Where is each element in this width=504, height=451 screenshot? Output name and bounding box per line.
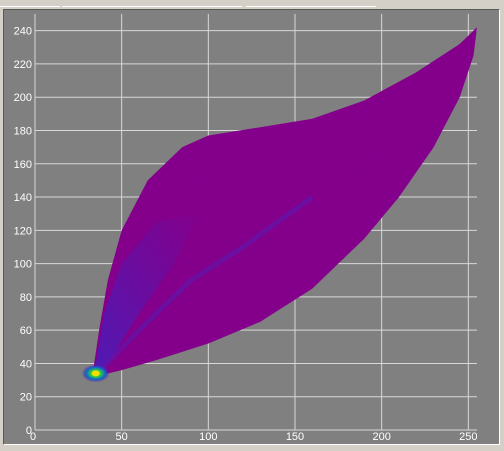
y-tick-label: 40 bbox=[20, 358, 32, 370]
top-strip-segment bbox=[62, 0, 242, 7]
y-tick-label: 140 bbox=[14, 192, 32, 204]
density-plot: 0 50 100 150 200 250 0 20 40 60 80 100 120 140 160 180 2… bbox=[14, 14, 478, 443]
y-tick-label: 0 bbox=[26, 425, 32, 437]
y-tick-label: 20 bbox=[20, 392, 32, 404]
y-tick-label: 60 bbox=[20, 325, 32, 337]
y-tick-label: 180 bbox=[14, 125, 32, 137]
density-band bbox=[93, 213, 200, 376]
x-tick-label: 200 bbox=[372, 431, 390, 443]
y-tick-label: 240 bbox=[14, 26, 32, 38]
top-strip-segment bbox=[246, 0, 376, 7]
window-top-strip bbox=[0, 0, 504, 8]
x-tick-label: 250 bbox=[459, 431, 477, 443]
y-tick-label: 100 bbox=[14, 259, 32, 271]
x-tick-label: 100 bbox=[199, 431, 217, 443]
plot-panel[interactable]: 0 50 100 150 200 250 0 20 40 60 80 100 120 140 160 180 2… bbox=[3, 9, 500, 445]
y-tick-label: 160 bbox=[14, 159, 32, 171]
density-region bbox=[92, 27, 477, 377]
axis-layer: 0 50 100 150 200 250 0 20 40 60 80 100 120 140 160 180 2… bbox=[14, 26, 478, 443]
density-layer bbox=[81, 27, 477, 383]
x-tick-label: 150 bbox=[286, 431, 304, 443]
top-strip-segment bbox=[0, 0, 60, 7]
density-ridge bbox=[95, 194, 314, 376]
y-tick-label: 80 bbox=[20, 292, 32, 304]
y-tick-label: 200 bbox=[14, 92, 32, 104]
y-tick-label: 220 bbox=[14, 59, 32, 71]
x-tick-label: 50 bbox=[116, 431, 128, 443]
x-tick-label: 0 bbox=[30, 431, 36, 443]
y-tick-label: 120 bbox=[14, 225, 32, 237]
density-peak bbox=[91, 370, 100, 377]
